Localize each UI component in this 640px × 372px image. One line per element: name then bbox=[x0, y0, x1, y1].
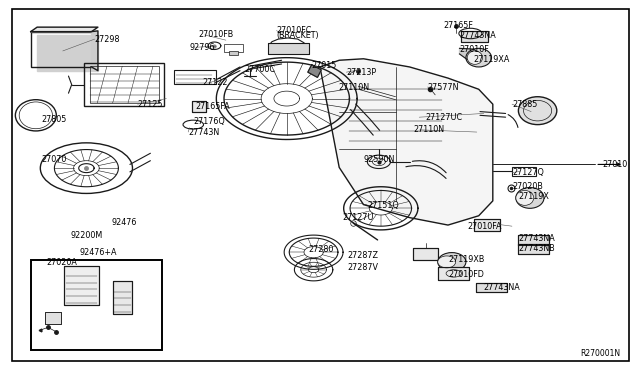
Polygon shape bbox=[31, 27, 98, 32]
Text: 92590N: 92590N bbox=[364, 155, 395, 164]
Text: R270001N: R270001N bbox=[580, 349, 621, 358]
Bar bbox=[224, 44, 243, 52]
Bar bbox=[113, 281, 132, 314]
Text: 27743NA: 27743NA bbox=[484, 283, 520, 292]
Text: 27700C: 27700C bbox=[244, 65, 275, 74]
Text: 27010FB: 27010FB bbox=[198, 31, 234, 39]
Bar bbox=[438, 267, 469, 280]
Bar bbox=[518, 244, 549, 254]
Text: 92200M: 92200M bbox=[70, 231, 102, 240]
Text: 27015: 27015 bbox=[312, 61, 337, 70]
Text: 27577N: 27577N bbox=[428, 83, 459, 92]
Bar bbox=[268, 43, 309, 54]
Text: 27127Q: 27127Q bbox=[512, 168, 544, 177]
Text: 27119XB: 27119XB bbox=[448, 255, 484, 264]
Polygon shape bbox=[460, 48, 479, 60]
Bar bbox=[268, 43, 309, 54]
Polygon shape bbox=[308, 65, 321, 77]
Bar bbox=[192, 101, 206, 112]
Text: 92476+A: 92476+A bbox=[79, 248, 117, 257]
Text: 27020B: 27020B bbox=[512, 182, 543, 191]
Bar bbox=[476, 283, 507, 292]
Bar bbox=[512, 167, 536, 176]
Text: 27119X: 27119X bbox=[518, 192, 549, 201]
Ellipse shape bbox=[518, 97, 557, 125]
Text: 27287Z: 27287Z bbox=[347, 251, 378, 260]
Text: 27020A: 27020A bbox=[46, 258, 77, 267]
Text: 27070: 27070 bbox=[42, 155, 67, 164]
Text: 27010FD: 27010FD bbox=[448, 270, 484, 279]
Ellipse shape bbox=[516, 190, 534, 205]
Ellipse shape bbox=[438, 256, 456, 268]
Text: 27119XA: 27119XA bbox=[473, 55, 509, 64]
Bar bbox=[518, 235, 549, 245]
Text: 27165FA: 27165FA bbox=[195, 102, 230, 111]
Text: 27298: 27298 bbox=[95, 35, 120, 44]
Text: 27127UC: 27127UC bbox=[426, 113, 463, 122]
Ellipse shape bbox=[438, 253, 466, 271]
Ellipse shape bbox=[466, 48, 492, 67]
Bar bbox=[413, 248, 438, 260]
Polygon shape bbox=[37, 35, 98, 71]
Text: 27010: 27010 bbox=[602, 160, 627, 169]
Bar bbox=[90, 66, 159, 103]
Bar bbox=[64, 266, 99, 305]
Bar bbox=[474, 219, 500, 231]
Text: 92796: 92796 bbox=[189, 43, 215, 52]
Bar bbox=[192, 101, 206, 112]
Bar bbox=[229, 51, 238, 55]
Text: 27110N: 27110N bbox=[338, 83, 369, 92]
Ellipse shape bbox=[467, 51, 483, 64]
Text: (BRACKET): (BRACKET) bbox=[276, 31, 319, 40]
Bar bbox=[174, 70, 216, 84]
Bar bbox=[438, 267, 469, 280]
Bar bbox=[461, 31, 488, 42]
Text: 27125: 27125 bbox=[138, 100, 163, 109]
Text: 27885: 27885 bbox=[512, 100, 538, 109]
Text: 27805: 27805 bbox=[41, 115, 67, 124]
Text: 27010F: 27010F bbox=[460, 45, 489, 54]
Ellipse shape bbox=[516, 187, 544, 208]
Polygon shape bbox=[92, 31, 98, 71]
Text: 27122: 27122 bbox=[202, 78, 228, 87]
Text: 27010FA: 27010FA bbox=[467, 222, 502, 231]
Bar bbox=[45, 312, 61, 324]
Bar bbox=[31, 32, 92, 67]
Text: 27743NA: 27743NA bbox=[460, 31, 496, 40]
Text: 27743N: 27743N bbox=[188, 128, 220, 137]
Bar bbox=[518, 244, 549, 254]
Bar bbox=[476, 283, 507, 292]
Text: 27176Q: 27176Q bbox=[193, 117, 225, 126]
Text: 27743NB: 27743NB bbox=[518, 244, 555, 253]
Text: 27213P: 27213P bbox=[346, 68, 376, 77]
Polygon shape bbox=[320, 59, 493, 225]
Text: 27287V: 27287V bbox=[347, 263, 378, 272]
Bar bbox=[413, 248, 438, 260]
Text: 27127U: 27127U bbox=[342, 213, 374, 222]
Text: 27151Q: 27151Q bbox=[367, 201, 399, 210]
Text: 27165F: 27165F bbox=[443, 21, 473, 30]
Text: 27010FC: 27010FC bbox=[276, 26, 312, 35]
Bar bbox=[45, 312, 61, 324]
Text: 27110N: 27110N bbox=[413, 125, 445, 134]
Bar bbox=[84, 63, 164, 106]
Text: 92476: 92476 bbox=[111, 218, 137, 227]
Bar bbox=[31, 260, 162, 350]
Text: 27743NA: 27743NA bbox=[518, 234, 555, 243]
Bar bbox=[113, 281, 132, 314]
Bar bbox=[474, 219, 500, 231]
Text: 27280: 27280 bbox=[308, 245, 334, 254]
Bar bbox=[461, 31, 488, 42]
Bar bbox=[64, 266, 99, 305]
Bar bbox=[518, 235, 549, 245]
